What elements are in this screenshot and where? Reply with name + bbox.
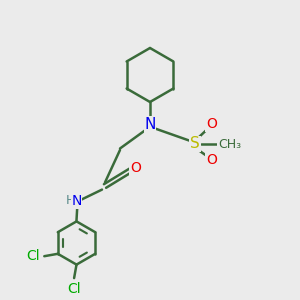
Text: Cl: Cl <box>26 249 40 263</box>
Text: O: O <box>206 154 217 167</box>
Text: N: N <box>144 117 156 132</box>
Text: O: O <box>130 161 141 175</box>
Text: H: H <box>66 194 75 208</box>
Text: N: N <box>71 194 82 208</box>
Text: Cl: Cl <box>67 282 81 296</box>
Text: O: O <box>206 118 217 131</box>
Text: S: S <box>190 136 200 152</box>
Text: CH₃: CH₃ <box>218 137 241 151</box>
